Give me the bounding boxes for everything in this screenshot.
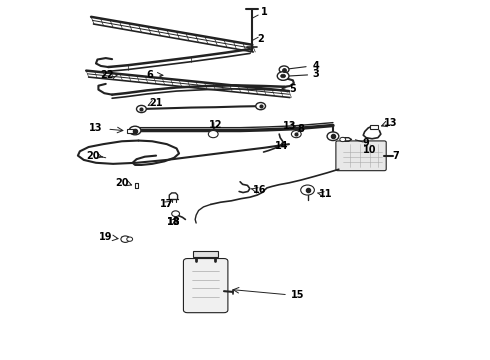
Text: 7: 7	[392, 150, 399, 161]
Text: 8: 8	[298, 125, 305, 134]
Circle shape	[137, 105, 147, 113]
Circle shape	[256, 103, 266, 110]
Text: 6: 6	[147, 70, 153, 80]
Circle shape	[129, 126, 141, 135]
Circle shape	[301, 185, 315, 195]
Text: 2: 2	[258, 34, 265, 44]
Text: 5: 5	[290, 84, 296, 94]
Text: 18: 18	[168, 217, 181, 227]
Text: 21: 21	[149, 98, 163, 108]
Text: 15: 15	[291, 291, 304, 301]
Text: 22: 22	[100, 70, 114, 80]
Circle shape	[281, 74, 286, 78]
FancyBboxPatch shape	[336, 141, 386, 171]
Text: 19: 19	[99, 232, 113, 242]
Text: 9: 9	[363, 138, 369, 148]
Text: 20: 20	[86, 150, 99, 161]
Circle shape	[208, 131, 218, 138]
Text: 13: 13	[283, 121, 297, 131]
Circle shape	[277, 72, 289, 80]
Text: 18: 18	[168, 217, 181, 227]
Text: 16: 16	[253, 185, 267, 195]
Text: 13: 13	[89, 123, 103, 133]
Text: 13: 13	[384, 118, 397, 128]
Circle shape	[279, 66, 289, 73]
Circle shape	[340, 137, 345, 141]
Circle shape	[327, 132, 339, 140]
Circle shape	[292, 131, 301, 138]
Text: 10: 10	[363, 144, 377, 154]
Text: 1: 1	[261, 7, 268, 17]
Text: 20: 20	[115, 177, 128, 188]
Text: 17: 17	[160, 199, 173, 210]
Text: 14: 14	[275, 141, 289, 151]
Text: 4: 4	[313, 61, 319, 71]
Circle shape	[172, 211, 179, 217]
Circle shape	[127, 237, 133, 241]
Bar	[370, 125, 378, 130]
Bar	[127, 129, 135, 133]
Text: 12: 12	[209, 121, 222, 130]
Text: 11: 11	[319, 189, 332, 199]
FancyBboxPatch shape	[183, 258, 228, 313]
Text: 3: 3	[313, 69, 319, 79]
Circle shape	[121, 236, 130, 242]
Bar	[193, 251, 218, 257]
